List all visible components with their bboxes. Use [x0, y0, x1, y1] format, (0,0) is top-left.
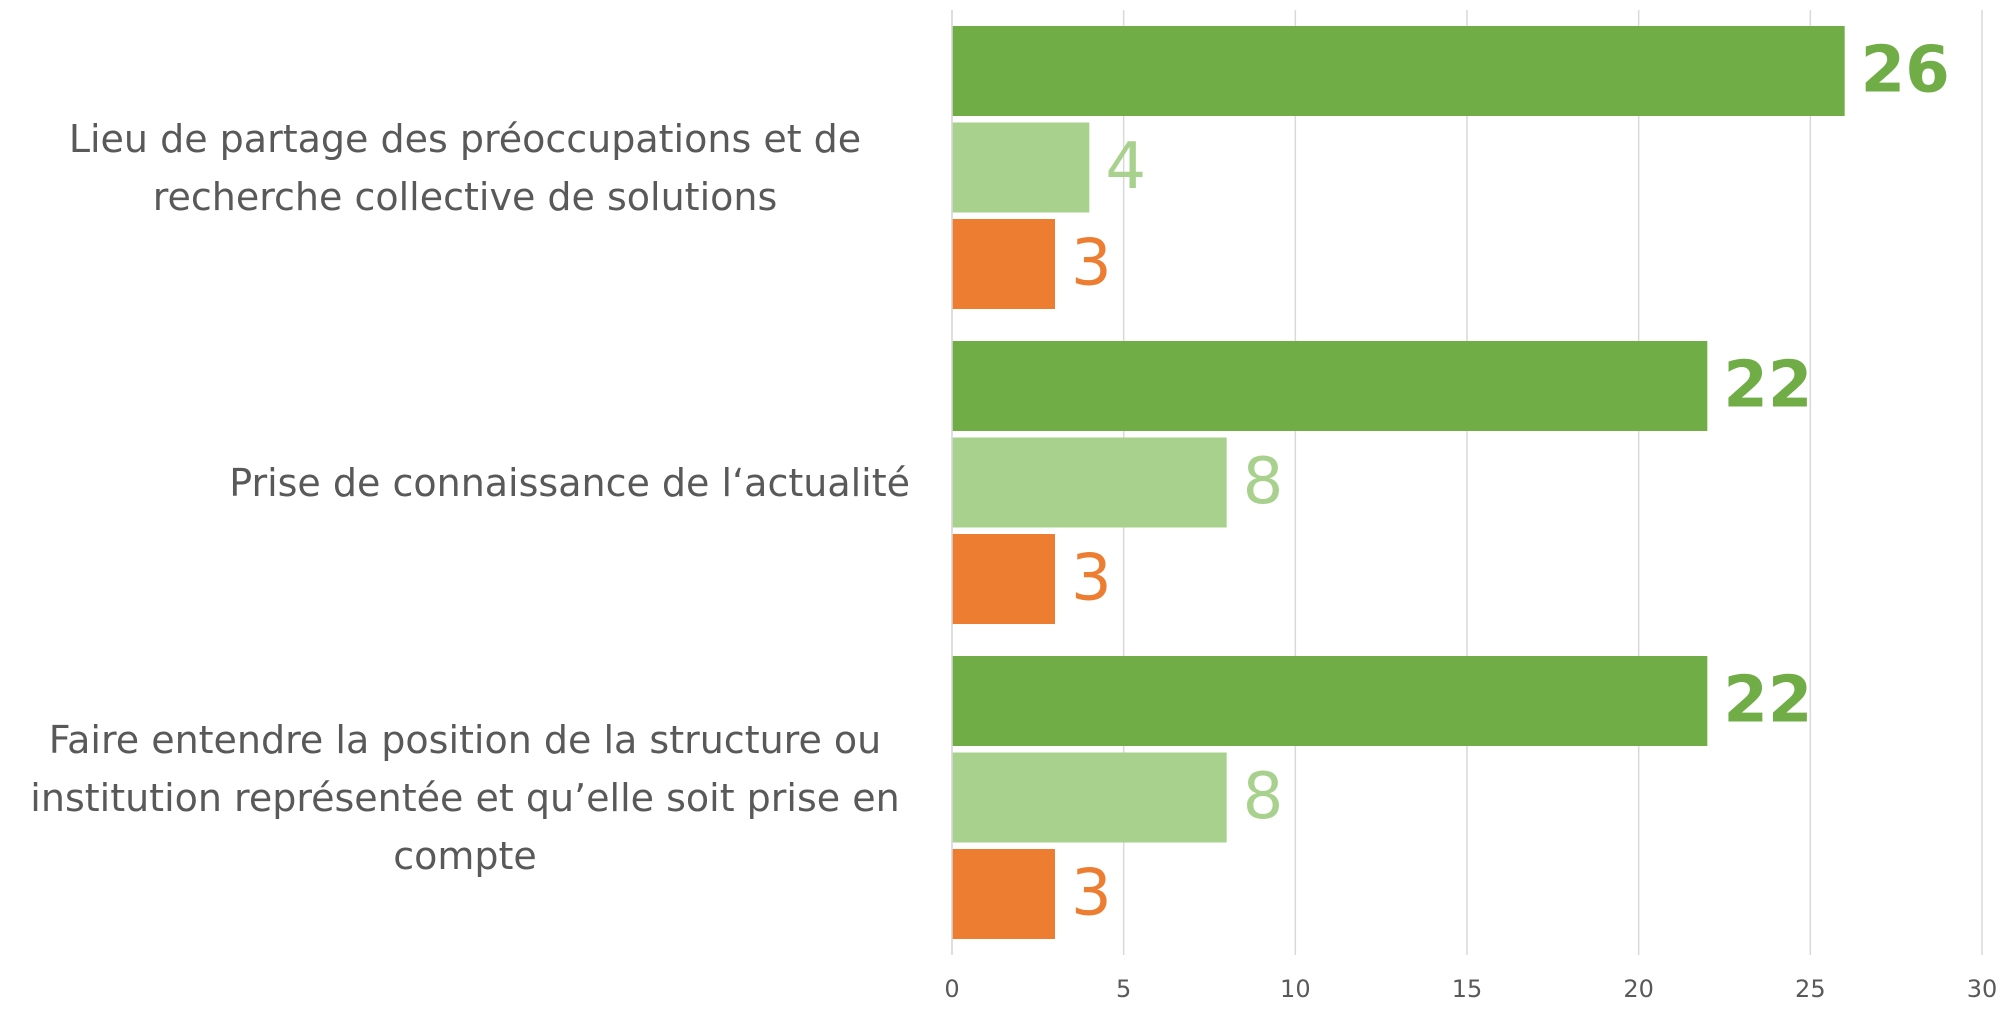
x-tick-label: 15: [1452, 975, 1483, 1003]
category-label: Prise de connaissance de l‘actualité: [229, 460, 910, 505]
x-tick-label: 20: [1623, 975, 1654, 1003]
bar: [952, 341, 1708, 431]
x-tick-label: 25: [1795, 975, 1826, 1003]
category-label: Faire entendre la position de la structu…: [30, 717, 900, 878]
bar: [952, 534, 1055, 624]
x-tick-label: 10: [1280, 975, 1311, 1003]
bar: [952, 752, 1227, 843]
bar: [952, 219, 1055, 309]
x-tick-label: 30: [1967, 975, 1998, 1003]
data-label: 4: [1105, 130, 1146, 204]
data-label: 3: [1071, 227, 1112, 301]
data-label: 8: [1243, 760, 1284, 834]
data-label: 3: [1071, 542, 1112, 616]
data-label: 3: [1071, 857, 1112, 931]
data-label: 8: [1243, 445, 1284, 519]
x-tick-label: 5: [1116, 975, 1131, 1003]
data-label: 22: [1723, 349, 1812, 423]
data-label: 26: [1861, 34, 1950, 108]
bar: [952, 437, 1227, 528]
data-label: 22: [1723, 664, 1812, 738]
category-label: Lieu de partage des préoccupations et de…: [68, 116, 862, 219]
bar: [952, 656, 1708, 746]
x-tick-label: 0: [944, 975, 959, 1003]
bar: [952, 122, 1090, 213]
bar: [952, 26, 1845, 116]
bar: [952, 849, 1055, 939]
